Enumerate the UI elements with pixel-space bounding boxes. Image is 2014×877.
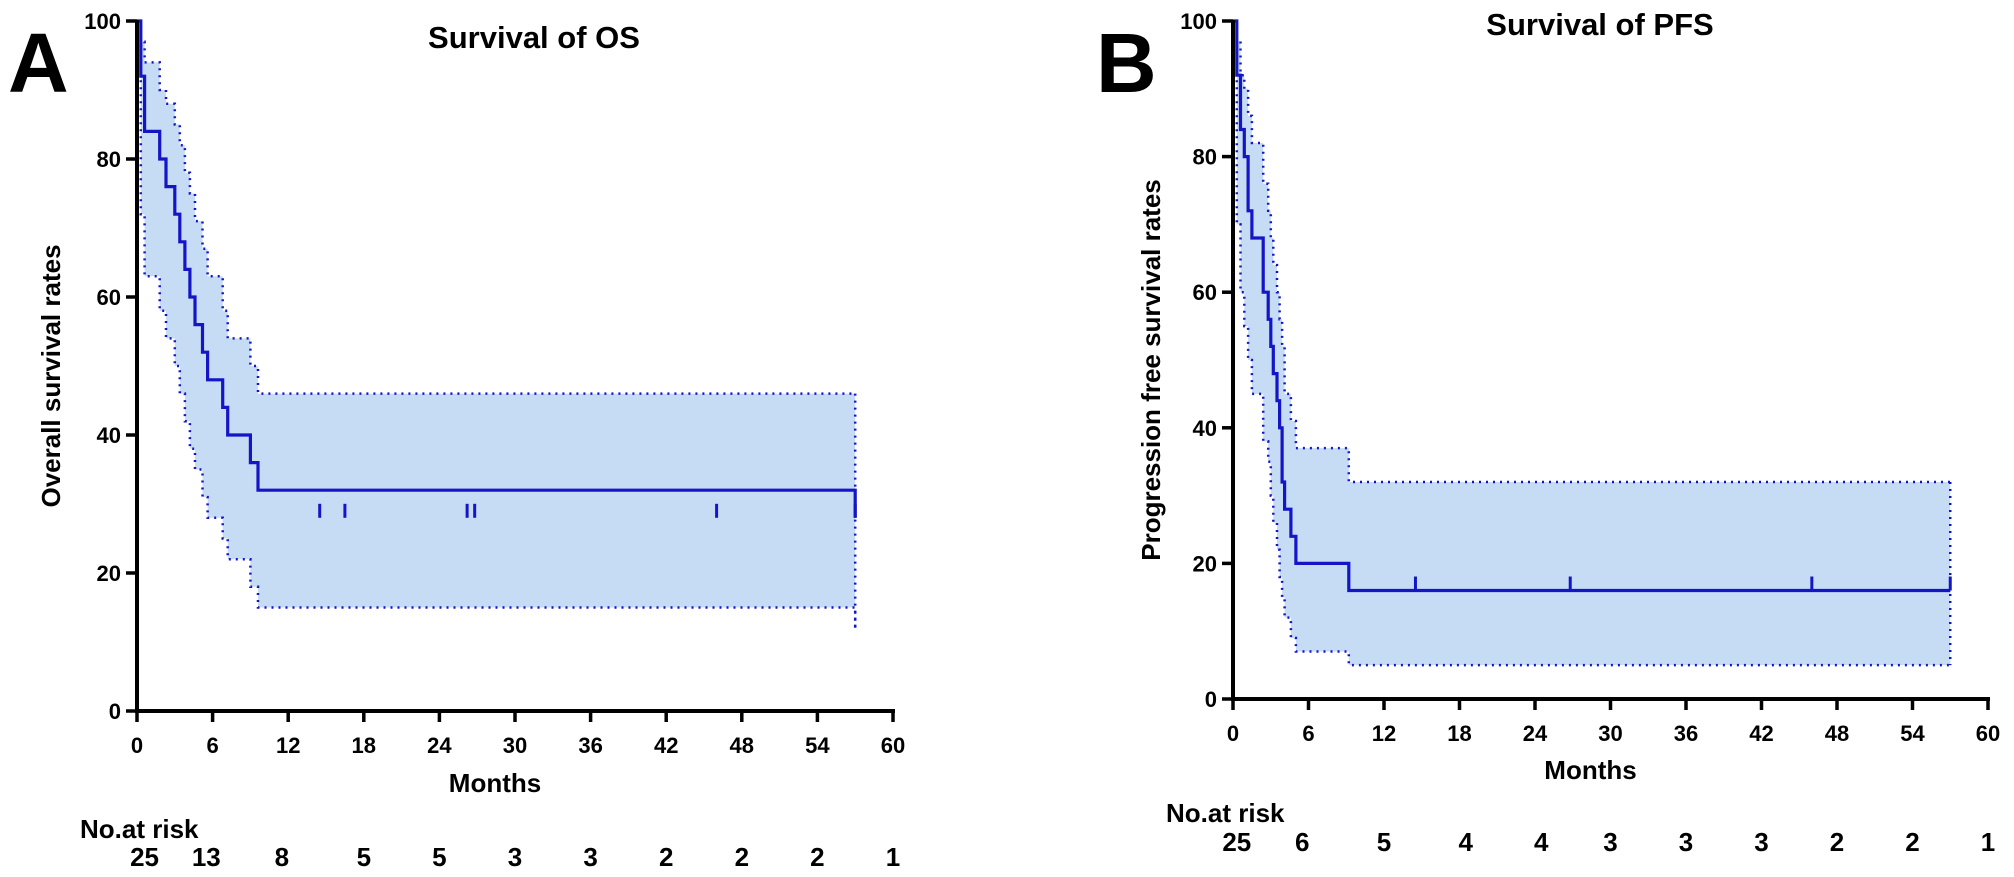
chart-b-risk-count-0: 25 <box>1222 827 1251 857</box>
chart-a-x-tick-label-18: 18 <box>352 733 376 758</box>
chart-a-risk-count-4: 5 <box>432 842 446 872</box>
chart-b-survival-line <box>1233 19 1951 593</box>
chart-b-y-tick-label-60: 60 <box>1193 280 1217 305</box>
chart-a-x-tick-label-12: 12 <box>276 733 300 758</box>
chart-a-risk-count-0: 25 <box>130 842 159 872</box>
chart-b-y-tick-label-40: 40 <box>1193 416 1217 441</box>
chart-a-y-tick-label-40: 40 <box>97 423 121 448</box>
chart-b-risk-count-10: 1 <box>1981 827 1995 857</box>
chart-b-y-tick-label-20: 20 <box>1193 551 1217 576</box>
chart-b-x-tick-label-6: 6 <box>1302 721 1314 746</box>
chart-a-title: Survival of OS <box>428 20 640 55</box>
chart-a-x-tick-label-30: 30 <box>503 733 527 758</box>
chart-b-x-axis-label: Months <box>1544 755 1636 785</box>
chart-a-x-tick-label-36: 36 <box>578 733 602 758</box>
chart-a-ci-lower-line <box>137 19 857 629</box>
chart-a-x-tick-label-24: 24 <box>427 733 452 758</box>
chart-a-risk-count-6: 3 <box>583 842 597 872</box>
chart-a-y-tick-label-100: 100 <box>84 9 121 34</box>
chart-a-risk-count-10: 1 <box>886 842 900 872</box>
chart-b-title: Survival of PFS <box>1486 7 1713 42</box>
chart-a-y-tick-label-20: 20 <box>97 561 121 586</box>
chart-a-y-tick-label-0: 0 <box>109 699 121 724</box>
chart-b-risk-table-title: No.at risk <box>1166 798 1285 828</box>
chart-a-risk-count-7: 2 <box>659 842 673 872</box>
chart-a-y-axis-label: Overall survival rates <box>36 244 66 507</box>
chart-a-risk-count-8: 2 <box>735 842 749 872</box>
chart-b-x-tick-label-12: 12 <box>1372 721 1396 746</box>
chart-a-panel-letter: A <box>8 16 69 110</box>
chart-b-risk-count-1: 6 <box>1295 827 1309 857</box>
chart-b-y-tick-label-80: 80 <box>1193 145 1217 170</box>
chart-b-x-tick-label-0: 0 <box>1227 721 1239 746</box>
chart-b-x-tick-label-30: 30 <box>1598 721 1622 746</box>
chart-a-risk-count-1: 13 <box>192 842 221 872</box>
chart-b-x-tick-label-18: 18 <box>1447 721 1471 746</box>
chart-a-risk-count-9: 2 <box>810 842 824 872</box>
chart-a-survival-line <box>137 19 857 518</box>
chart-a-x-tick-label-48: 48 <box>730 733 754 758</box>
chart-b-risk-count-4: 4 <box>1534 827 1549 857</box>
chart-b-y-axis-label: Progression free survival rates <box>1136 179 1166 561</box>
chart-a-x-tick-label-60: 60 <box>881 733 905 758</box>
chart-b-risk-count-5: 3 <box>1603 827 1617 857</box>
chart-a-x-tick-label-54: 54 <box>805 733 830 758</box>
chart-b-risk-count-3: 4 <box>1459 827 1474 857</box>
chart-a-ci-band <box>137 21 856 629</box>
chart-b-risk-count-2: 5 <box>1377 827 1391 857</box>
chart-a-risk-count-2: 8 <box>275 842 289 872</box>
chart-b-y-tick-label-100: 100 <box>1180 9 1217 34</box>
chart-a-x-tick-label-0: 0 <box>131 733 143 758</box>
chart-b-ci-upper-line <box>1233 19 1951 484</box>
chart-b-x-tick-label-54: 54 <box>1900 721 1925 746</box>
chart-a-ci-upper-line <box>137 19 856 395</box>
chart-b-risk-count-6: 3 <box>1679 827 1693 857</box>
chart-b-y-tick-label-0: 0 <box>1205 687 1217 712</box>
chart-a-risk-count-5: 3 <box>508 842 522 872</box>
chart-b-risk-count-8: 2 <box>1830 827 1844 857</box>
chart-b-x-tick-label-60: 60 <box>1976 721 2000 746</box>
chart-b-x-tick-label-36: 36 <box>1674 721 1698 746</box>
chart-b-x-tick-label-42: 42 <box>1749 721 1773 746</box>
chart-b-x-tick-label-24: 24 <box>1523 721 1548 746</box>
chart-a-risk-count-3: 5 <box>357 842 371 872</box>
chart-b-risk-count-7: 3 <box>1754 827 1768 857</box>
chart-a-risk-table-title: No.at risk <box>80 814 199 844</box>
chart-b-risk-count-9: 2 <box>1905 827 1919 857</box>
chart-a-x-axis-label: Months <box>449 768 541 798</box>
chart-a-x-tick-label-42: 42 <box>654 733 678 758</box>
chart-a-y-tick-label-80: 80 <box>97 147 121 172</box>
chart-b-ci-band <box>1233 21 1951 666</box>
chart-b-panel-letter: B <box>1096 16 1157 110</box>
chart-a-y-tick-label-60: 60 <box>97 285 121 310</box>
chart-b-x-tick-label-48: 48 <box>1825 721 1849 746</box>
chart-b-ci-lower-line <box>1233 19 1951 667</box>
chart-a-x-tick-label-6: 6 <box>206 733 218 758</box>
